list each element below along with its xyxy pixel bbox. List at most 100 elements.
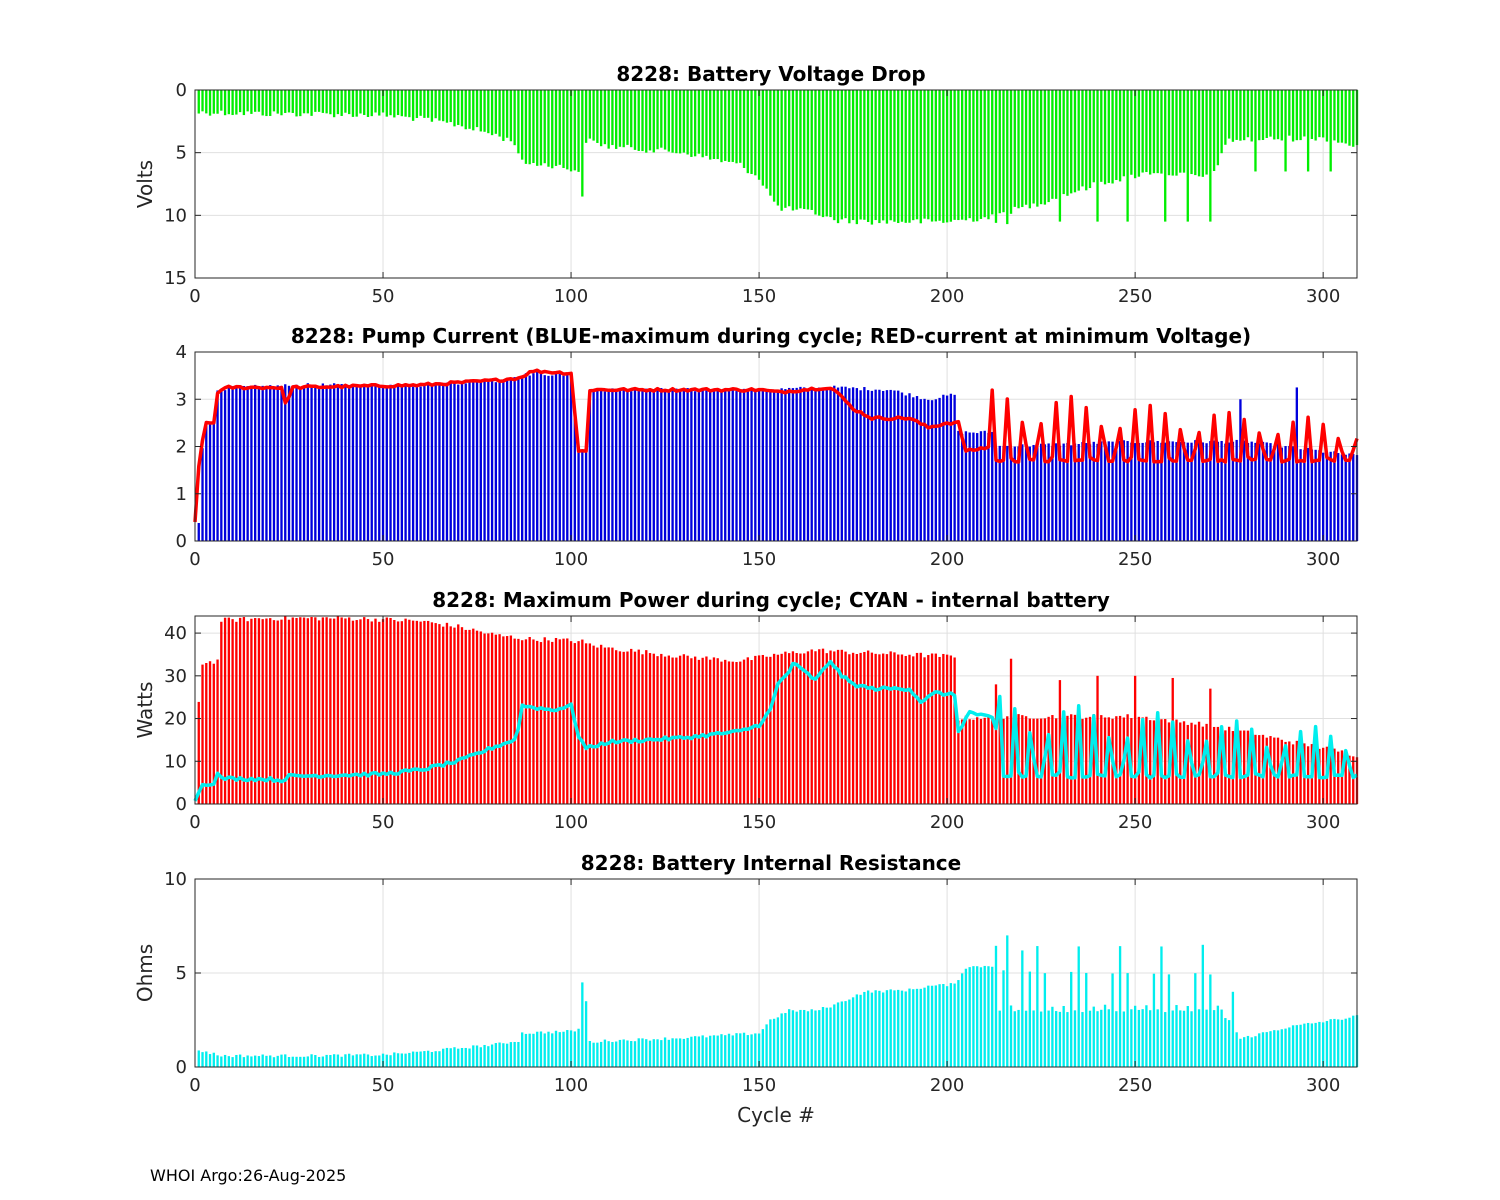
bar-pump-260 [1171, 441, 1174, 541]
bar-pump-71 [460, 383, 464, 541]
bar-pump-300 [1321, 452, 1325, 541]
bar-power-129 [678, 655, 682, 804]
bar-pump-109 [603, 391, 607, 541]
bar-voltage-194 [923, 90, 926, 219]
bar-pump-166 [818, 387, 821, 541]
xtick-label-resistance-150: 150 [742, 1075, 776, 1096]
bar-resistance-307 [1348, 1017, 1351, 1067]
xtick-label-voltage-200: 200 [930, 286, 964, 307]
bar-power-126 [667, 655, 670, 804]
bar-power-233 [1070, 714, 1073, 804]
bar-power-59 [415, 620, 419, 804]
bar-resistance-29 [302, 1056, 306, 1067]
bar-resistance-71 [460, 1047, 464, 1067]
bar-resistance-142 [727, 1033, 731, 1067]
bar-voltage-119 [641, 90, 644, 152]
bar-voltage-184 [885, 90, 889, 224]
bar-voltage-247 [1122, 90, 1126, 177]
bar-resistance-22 [276, 1055, 279, 1067]
bar-voltage-240 [1096, 90, 1099, 222]
bar-resistance-10 [231, 1057, 234, 1067]
bar-voltage-11 [235, 90, 238, 115]
bar-resistance-190 [908, 988, 911, 1067]
bar-pump-196 [930, 400, 934, 541]
bar-power-43 [355, 620, 358, 804]
bar-power-216 [1006, 716, 1009, 804]
bar-resistance-1 [197, 1050, 200, 1067]
bar-pump-210 [983, 430, 986, 541]
bar-voltage-149 [754, 90, 757, 176]
bar-pump-5 [212, 422, 215, 541]
bar-pump-240 [1096, 443, 1099, 541]
bar-resistance-16 [254, 1055, 257, 1067]
bar-voltage-157 [784, 90, 787, 208]
bar-pump-182 [878, 389, 881, 541]
bar-pump-143 [731, 388, 734, 541]
ytick-label-resistance-5: 5 [176, 963, 187, 984]
bar-resistance-185 [889, 989, 892, 1067]
bar-resistance-236 [1081, 1012, 1084, 1067]
bar-resistance-215 [1002, 970, 1005, 1067]
bar-pump-64 [434, 384, 437, 541]
bar-power-218 [1013, 714, 1016, 804]
bar-power-210 [983, 717, 986, 804]
bar-voltage-235 [1077, 90, 1080, 191]
bar-pump-14 [246, 386, 249, 541]
bar-pump-7 [220, 391, 223, 541]
bar-pump-178 [863, 387, 866, 541]
bar-pump-175 [851, 387, 855, 541]
bar-power-307 [1348, 755, 1351, 804]
bar-voltage-22 [276, 90, 279, 114]
bar-voltage-139 [716, 90, 719, 160]
bar-pump-115 [626, 389, 629, 541]
bar-resistance-75 [475, 1045, 479, 1067]
bar-resistance-43 [355, 1054, 358, 1067]
bar-voltage-21 [272, 90, 276, 112]
bar-resistance-169 [829, 1007, 832, 1067]
bar-power-190 [908, 654, 911, 804]
bar-power-114 [622, 651, 625, 804]
bar-power-177 [859, 652, 862, 804]
bar-resistance-42 [351, 1055, 355, 1067]
bar-resistance-54 [396, 1053, 400, 1067]
bar-voltage-73 [468, 90, 471, 129]
bar-voltage-165 [814, 90, 817, 215]
bar-resistance-181 [874, 990, 877, 1067]
bar-pump-69 [453, 383, 456, 541]
bar-resistance-234 [1073, 1010, 1077, 1067]
bar-pump-211 [987, 433, 990, 541]
bar-pump-82 [502, 379, 505, 541]
bar-power-28 [299, 617, 302, 804]
bar-resistance-180 [870, 992, 874, 1067]
bar-pump-111 [611, 388, 614, 541]
bar-power-53 [393, 619, 396, 804]
bar-voltage-6 [216, 90, 219, 114]
bar-resistance-12 [238, 1054, 242, 1067]
bar-pump-292 [1291, 446, 1295, 541]
bar-resistance-292 [1291, 1025, 1295, 1067]
bar-power-116 [630, 648, 633, 804]
bar-resistance-33 [317, 1056, 321, 1067]
bar-voltage-42 [351, 90, 355, 117]
bar-pump-257 [1160, 442, 1163, 541]
bar-voltage-279 [1243, 90, 1246, 141]
bar-resistance-199 [942, 984, 945, 1067]
bar-power-52 [389, 617, 392, 804]
bar-power-235 [1077, 715, 1080, 804]
bar-power-279 [1243, 730, 1246, 804]
bar-pump-254 [1149, 440, 1152, 541]
bar-power-18 [261, 619, 264, 804]
bar-resistance-191 [912, 989, 915, 1067]
bar-pump-192 [915, 396, 919, 541]
bar-power-163 [806, 651, 810, 804]
bar-power-67 [445, 622, 449, 804]
bar-pump-93 [543, 375, 546, 541]
bar-power-304 [1337, 751, 1340, 804]
bar-voltage-262 [1179, 90, 1182, 173]
bar-pump-90 [532, 373, 535, 541]
bar-voltage-56 [404, 90, 407, 117]
bar-resistance-230 [1058, 1011, 1062, 1067]
bar-voltage-250 [1133, 90, 1137, 179]
bar-power-285 [1265, 737, 1268, 804]
